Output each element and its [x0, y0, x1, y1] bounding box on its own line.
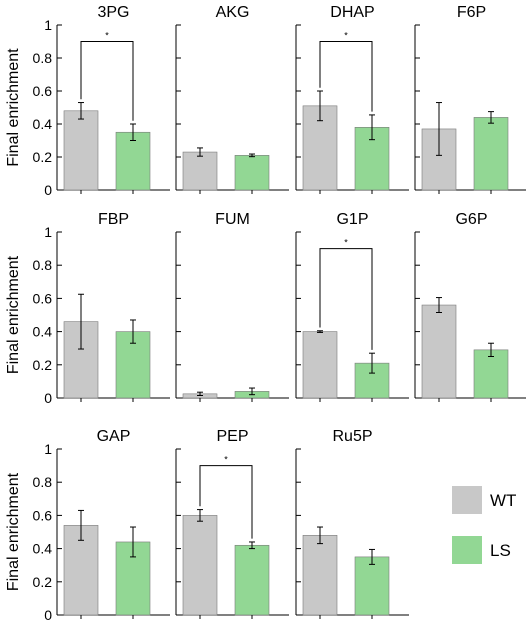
y-tick-label: 1 — [44, 17, 52, 33]
y-axis-label: Final enrichment — [5, 48, 22, 167]
panel-g6p: G6P — [414, 211, 526, 402]
panel-g1p: G1P * — [295, 211, 409, 402]
y-tick-label: 1 — [44, 441, 52, 457]
legend-label: WT — [490, 491, 516, 510]
panel-title: 3PG — [97, 4, 129, 21]
y-tick-label: 0 — [44, 390, 52, 406]
panel-ru5p: Ru5P — [295, 428, 409, 619]
panel-title: G6P — [455, 211, 487, 228]
y-tick-label: 0 — [44, 607, 52, 623]
y-tick-label: 1 — [44, 224, 52, 240]
panel-title: Ru5P — [332, 428, 372, 445]
significance-bracket — [319, 248, 373, 350]
y-axis-label: Final enrichment — [5, 472, 22, 591]
y-tick-label: 0.4 — [33, 116, 53, 132]
bar-ls — [473, 349, 509, 399]
bar-ls — [234, 155, 270, 191]
y-tick-label: 0.6 — [33, 290, 53, 306]
panel-title: GAP — [97, 428, 131, 445]
panel-title: F6P — [457, 4, 486, 21]
legend: WT LS — [452, 486, 516, 564]
panel-title: FBP — [98, 211, 129, 228]
significance-marker: * — [224, 455, 228, 465]
y-tick-label: 0.2 — [33, 357, 53, 373]
bar-ls — [115, 131, 151, 191]
bar-ls — [473, 117, 509, 191]
panel-fum: FUM — [175, 211, 289, 402]
panel-pep: PEP * — [175, 428, 289, 619]
panel-title: DHAP — [330, 4, 374, 21]
legend-swatch — [452, 536, 482, 564]
panel-gap: GAP 0 0.2 0.4 0.6 0.8 1 — [33, 428, 170, 623]
y-axis-label: Final enrichment — [5, 255, 22, 374]
significance-bracket — [80, 41, 134, 121]
significance-bracket — [199, 465, 253, 539]
panel-title: PEP — [216, 428, 248, 445]
significance-marker: * — [344, 238, 348, 248]
panel-dhap: DHAP * — [295, 4, 409, 194]
y-tick-label: 0.4 — [33, 541, 53, 557]
y-tick-label: 0.6 — [33, 83, 53, 99]
significance-marker: * — [105, 31, 109, 41]
panel-title: AKG — [216, 4, 250, 21]
y-tick-label: 0.6 — [33, 507, 53, 523]
bar-wt — [182, 515, 218, 616]
y-tick-label: 0.2 — [33, 149, 53, 165]
bar-wt — [63, 525, 99, 616]
legend-swatch — [452, 486, 482, 514]
panel-title: G1P — [336, 211, 368, 228]
bar-wt — [63, 110, 99, 191]
panel-fbp: FBP 0 0.2 0.4 0.6 0.8 1 — [33, 211, 170, 406]
y-tick-label: 0.4 — [33, 324, 53, 340]
y-tick-label: 0.8 — [33, 257, 53, 273]
panel-title: FUM — [215, 211, 250, 228]
y-tick-label: 0 — [44, 182, 52, 198]
significance-bracket — [319, 41, 373, 112]
panel-akg: AKG — [175, 4, 289, 194]
y-tick-label: 0.8 — [33, 50, 53, 66]
bar-ls — [354, 556, 390, 616]
bar-wt — [182, 151, 218, 191]
bar-wt — [421, 304, 457, 399]
panel-f6p: F6P — [414, 4, 526, 194]
panel-3pg: 3PG 0 0.2 0.4 0.6 0.8 1 * — [33, 4, 170, 198]
bar-ls — [234, 544, 270, 616]
y-tick-label: 0.2 — [33, 574, 53, 590]
bar-wt — [302, 331, 338, 399]
y-tick-label: 0.8 — [33, 474, 53, 490]
legend-label: LS — [490, 541, 511, 560]
significance-marker: * — [344, 31, 348, 41]
bar-wt — [302, 535, 338, 616]
